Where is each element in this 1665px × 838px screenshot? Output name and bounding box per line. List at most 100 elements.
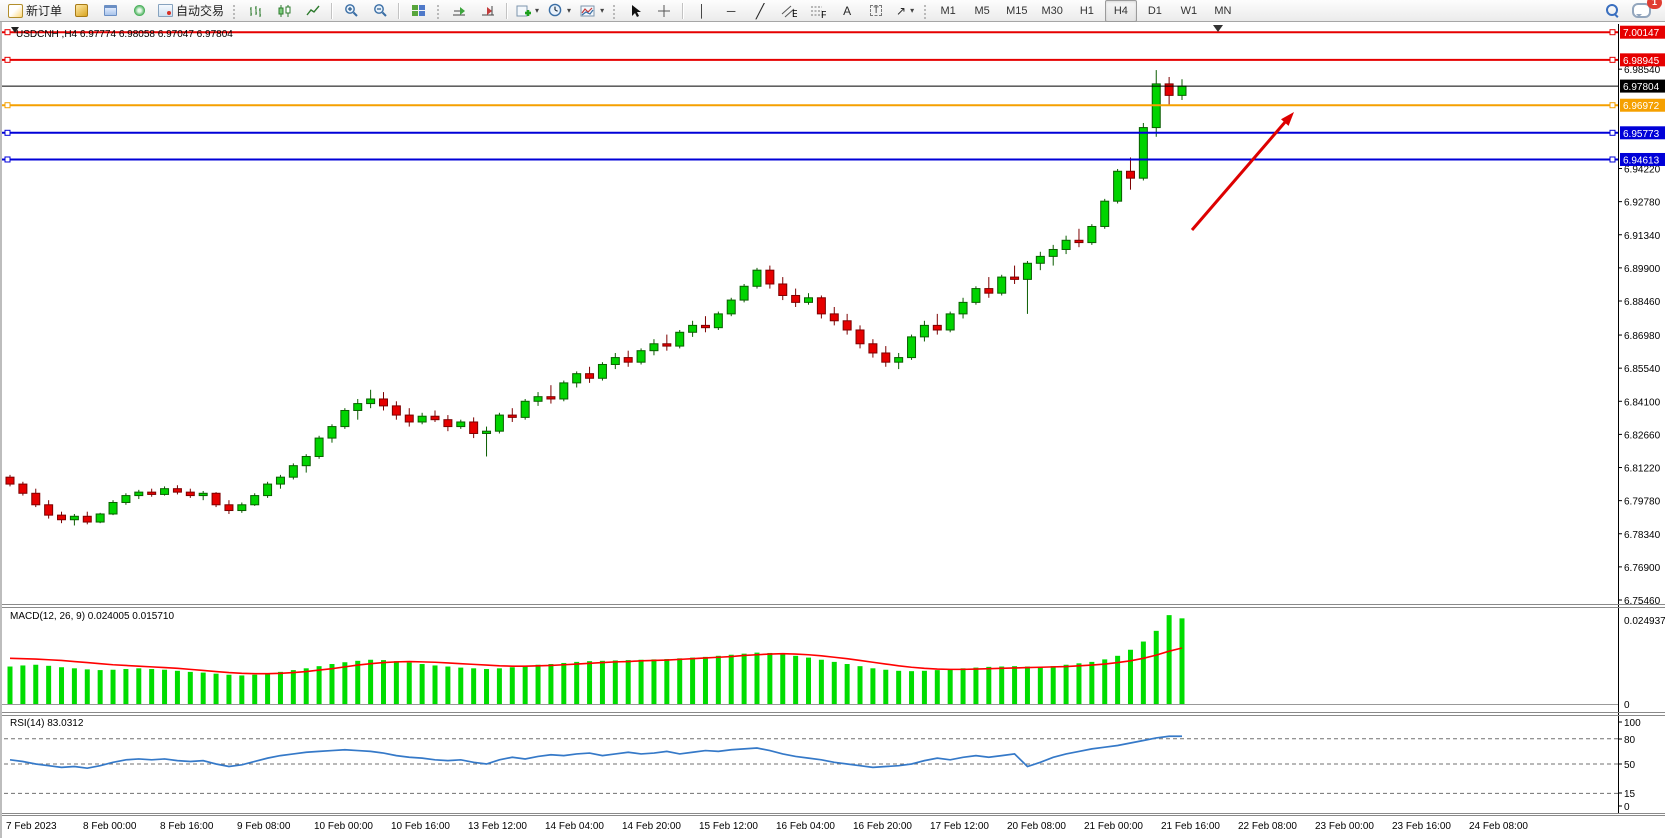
line-handle[interactable]	[1609, 29, 1616, 36]
line-handle[interactable]	[1609, 56, 1616, 63]
toolbar-grip[interactable]	[232, 2, 238, 19]
time-axis-label[interactable]: 23 Feb 00:00	[1315, 821, 1374, 832]
timeframe-h1-button[interactable]: H1	[1079, 4, 1094, 17]
macd-histogram-bar	[1089, 661, 1095, 704]
macd-histogram-bar	[149, 669, 155, 704]
line-handle[interactable]	[4, 102, 11, 109]
time-axis-label[interactable]: 14 Feb 20:00	[622, 821, 681, 832]
zoom-out-button[interactable]	[366, 0, 394, 22]
time-axis-label[interactable]: 21 Feb 16:00	[1161, 821, 1220, 832]
time-axis-label[interactable]: 24 Feb 08:00	[1469, 821, 1528, 832]
candlestick-chart-button[interactable]	[270, 0, 298, 22]
time-axis-label[interactable]: 7 Feb 2023	[6, 821, 57, 832]
timeframe-mn-button[interactable]: MN	[1214, 4, 1232, 17]
line-handle[interactable]	[4, 129, 11, 136]
chart-shift-button[interactable]	[474, 0, 502, 22]
search-button[interactable]	[1598, 0, 1626, 22]
timeframe-m1-button[interactable]: M1	[940, 4, 956, 17]
new-order-button[interactable]: 新订单	[4, 0, 66, 22]
autotrading-button[interactable]: 自动交易	[154, 0, 228, 22]
macd-histogram-bar	[535, 664, 541, 704]
chat-button[interactable]: 1	[1627, 0, 1662, 22]
time-axis-label[interactable]: 20 Feb 08:00	[1007, 821, 1066, 832]
time-axis-label[interactable]: 8 Feb 00:00	[83, 821, 137, 832]
macd-histogram-bar	[458, 667, 464, 704]
templates-button[interactable]: ▾	[576, 0, 608, 22]
time-axis-label[interactable]: 10 Feb 16:00	[391, 821, 450, 832]
line-handle[interactable]	[4, 29, 11, 36]
line-handle[interactable]	[4, 156, 11, 163]
tile-windows-button[interactable]	[404, 0, 432, 22]
timeframe-d1-button[interactable]: D1	[1147, 4, 1162, 17]
candle-body	[391, 405, 401, 416]
time-axis-label[interactable]: 17 Feb 12:00	[930, 821, 989, 832]
time-axis-label[interactable]: 14 Feb 04:00	[545, 821, 604, 832]
fibonacci-icon: F	[811, 6, 826, 18]
toolbar-grip[interactable]	[923, 2, 929, 19]
line-handle[interactable]	[1609, 102, 1616, 109]
line-chart-button[interactable]	[299, 0, 327, 22]
time-axis-label[interactable]: 22 Feb 08:00	[1238, 821, 1297, 832]
equidistant-channel-button[interactable]: E	[775, 0, 803, 22]
clock-icon	[548, 3, 562, 17]
indicators-button[interactable]: ▾	[512, 0, 543, 22]
time-axis-label[interactable]: 10 Feb 00:00	[314, 821, 373, 832]
line-handle[interactable]	[1609, 156, 1616, 163]
zoom-in-button[interactable]	[337, 0, 365, 22]
time-axis-label[interactable]: 16 Feb 04:00	[776, 821, 835, 832]
bar-chart-button[interactable]	[241, 0, 269, 22]
macd-histogram-bar	[496, 668, 502, 704]
crosshair-button[interactable]	[650, 0, 678, 22]
timeframe-h4-button[interactable]: H4	[1104, 0, 1137, 22]
macd-histogram-bar	[741, 653, 747, 704]
toolbar-grip[interactable]	[436, 2, 442, 19]
horizontal-line-button[interactable]: ─	[717, 0, 745, 22]
cursor-button[interactable]	[621, 0, 649, 22]
timeframe-w1-button[interactable]: W1	[1180, 4, 1198, 17]
time-axis-label[interactable]: 13 Feb 12:00	[468, 821, 527, 832]
macd-histogram-bar	[316, 666, 322, 704]
candle-body	[1113, 170, 1123, 202]
candle-body	[881, 352, 891, 363]
timeframe-m30-button[interactable]: M30	[1041, 4, 1063, 17]
periods-button[interactable]: ▾	[544, 0, 575, 22]
candle-body	[340, 409, 350, 428]
arrows-button[interactable]: ↗ ▾	[891, 0, 919, 22]
new-order-label: 新订单	[26, 4, 63, 18]
trendline-button[interactable]: ╱	[746, 0, 774, 22]
candle-body	[1100, 200, 1110, 227]
candle-body	[507, 414, 517, 418]
time-axis-label[interactable]: 9 Feb 08:00	[237, 821, 291, 832]
candlestick-chart-icon	[278, 4, 291, 17]
candle-body	[250, 495, 260, 506]
macd-histogram-bar	[1050, 666, 1056, 704]
trend-arrow[interactable]	[1190, 120, 1288, 231]
macd-histogram-bar	[973, 667, 979, 704]
macd-histogram-bar	[1127, 649, 1133, 704]
time-axis-label[interactable]: 23 Feb 16:00	[1392, 821, 1451, 832]
line-handle[interactable]	[4, 56, 11, 63]
macd-histogram-bar	[587, 661, 593, 704]
candle-body	[494, 414, 504, 432]
auto-scroll-button[interactable]	[445, 0, 473, 22]
time-axis-label[interactable]: 8 Feb 16:00	[160, 821, 214, 832]
toolbar-grip[interactable]	[612, 2, 618, 19]
vertical-line-button[interactable]: │	[688, 0, 716, 22]
fibonacci-button[interactable]: F	[804, 0, 832, 22]
timeframe-m15-button[interactable]: M15	[1006, 4, 1028, 17]
time-axis-label[interactable]: 21 Feb 00:00	[1084, 821, 1143, 832]
time-axis-label[interactable]: 15 Feb 12:00	[699, 821, 758, 832]
text-label-button[interactable]: T	[862, 0, 890, 22]
line-handle[interactable]	[1609, 129, 1616, 136]
chart-canvas[interactable]: 6.98540 6.94220 6.92780 6.91340 6.89900 6.884…	[2, 22, 1665, 838]
candle-body	[237, 504, 247, 512]
market-watch-button[interactable]	[96, 0, 124, 22]
signals-button[interactable]	[125, 0, 153, 22]
time-axis-label[interactable]: 16 Feb 20:00	[853, 821, 912, 832]
text-button[interactable]: A	[833, 0, 861, 22]
candle-body	[314, 437, 324, 457]
timeframe-m5-button[interactable]: M5	[974, 4, 990, 17]
candle-body	[456, 421, 466, 428]
history-center-button[interactable]	[67, 0, 95, 22]
macd-histogram-bar	[715, 655, 721, 704]
